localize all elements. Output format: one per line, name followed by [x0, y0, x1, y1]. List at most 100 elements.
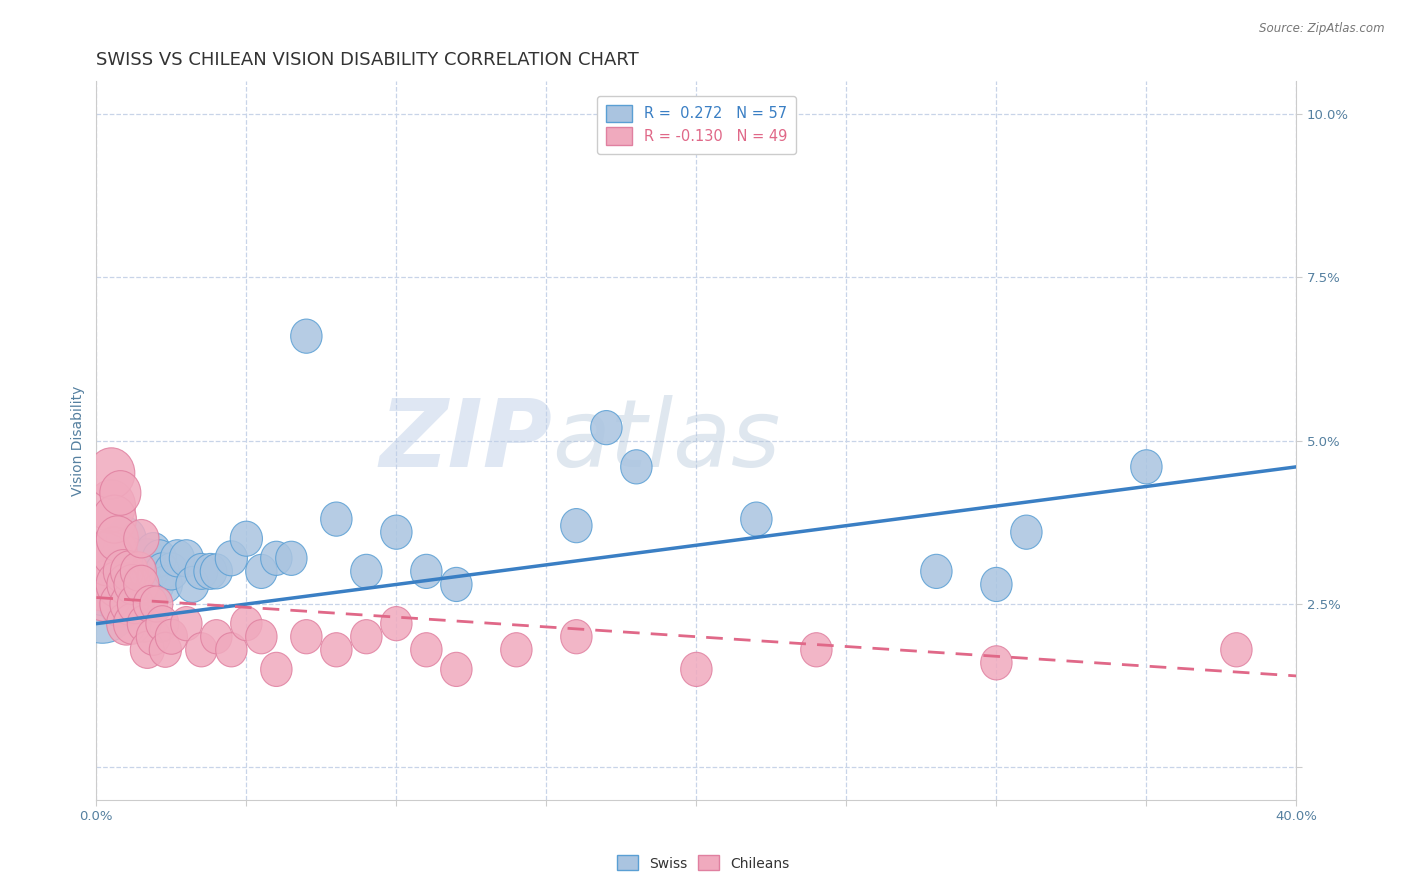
Ellipse shape: [186, 632, 217, 667]
Ellipse shape: [231, 607, 262, 640]
Ellipse shape: [155, 619, 187, 654]
Ellipse shape: [122, 551, 160, 591]
Ellipse shape: [155, 553, 188, 590]
Ellipse shape: [291, 319, 322, 353]
Ellipse shape: [139, 586, 173, 622]
Ellipse shape: [89, 533, 135, 584]
Ellipse shape: [129, 539, 166, 578]
Ellipse shape: [145, 553, 180, 590]
Ellipse shape: [800, 632, 832, 667]
Ellipse shape: [350, 554, 382, 589]
Ellipse shape: [100, 471, 141, 516]
Ellipse shape: [76, 553, 135, 616]
Ellipse shape: [981, 646, 1012, 680]
Ellipse shape: [105, 582, 146, 626]
Ellipse shape: [103, 530, 143, 574]
Ellipse shape: [83, 543, 134, 599]
Ellipse shape: [83, 531, 134, 586]
Ellipse shape: [124, 566, 159, 604]
Ellipse shape: [114, 551, 152, 592]
Ellipse shape: [981, 567, 1012, 601]
Ellipse shape: [100, 582, 141, 626]
Ellipse shape: [87, 545, 135, 598]
Ellipse shape: [128, 605, 162, 642]
Ellipse shape: [124, 519, 159, 558]
Ellipse shape: [112, 570, 152, 612]
Ellipse shape: [131, 632, 165, 668]
Ellipse shape: [148, 566, 183, 603]
Ellipse shape: [215, 541, 247, 576]
Ellipse shape: [149, 632, 181, 667]
Ellipse shape: [66, 565, 138, 643]
Ellipse shape: [176, 566, 209, 602]
Ellipse shape: [107, 602, 146, 645]
Ellipse shape: [120, 551, 157, 592]
Ellipse shape: [97, 516, 138, 562]
Ellipse shape: [246, 554, 277, 589]
Ellipse shape: [142, 540, 176, 577]
Legend: Swiss, Chileans: Swiss, Chileans: [612, 850, 794, 876]
Ellipse shape: [110, 583, 149, 625]
Ellipse shape: [350, 620, 382, 654]
Ellipse shape: [411, 554, 441, 589]
Ellipse shape: [321, 632, 352, 667]
Ellipse shape: [107, 564, 146, 606]
Ellipse shape: [132, 552, 169, 591]
Text: SWISS VS CHILEAN VISION DISABILITY CORRELATION CHART: SWISS VS CHILEAN VISION DISABILITY CORRE…: [97, 51, 640, 69]
Ellipse shape: [117, 583, 155, 624]
Y-axis label: Vision Disability: Vision Disability: [72, 385, 86, 496]
Text: Source: ZipAtlas.com: Source: ZipAtlas.com: [1260, 22, 1385, 36]
Ellipse shape: [160, 540, 194, 577]
Ellipse shape: [246, 620, 277, 654]
Ellipse shape: [169, 540, 204, 577]
Ellipse shape: [1011, 515, 1042, 549]
Ellipse shape: [321, 502, 352, 536]
Ellipse shape: [231, 521, 263, 557]
Ellipse shape: [96, 567, 139, 615]
Ellipse shape: [921, 554, 952, 589]
Ellipse shape: [139, 566, 174, 604]
Ellipse shape: [184, 553, 218, 590]
Ellipse shape: [260, 652, 292, 687]
Ellipse shape: [411, 632, 441, 667]
Ellipse shape: [121, 552, 156, 591]
Ellipse shape: [440, 567, 472, 601]
Ellipse shape: [96, 561, 139, 607]
Ellipse shape: [103, 562, 143, 607]
Ellipse shape: [107, 517, 146, 560]
Ellipse shape: [93, 495, 136, 543]
Ellipse shape: [93, 528, 136, 576]
Ellipse shape: [381, 607, 412, 640]
Text: ZIP: ZIP: [380, 394, 553, 487]
Ellipse shape: [146, 606, 179, 641]
Ellipse shape: [501, 632, 531, 667]
Ellipse shape: [66, 533, 138, 611]
Ellipse shape: [91, 527, 138, 576]
Ellipse shape: [215, 632, 247, 667]
Ellipse shape: [110, 563, 149, 606]
Ellipse shape: [1130, 450, 1163, 484]
Ellipse shape: [194, 553, 226, 590]
Ellipse shape: [100, 549, 142, 594]
Ellipse shape: [620, 450, 652, 484]
Ellipse shape: [77, 560, 134, 622]
Ellipse shape: [98, 581, 142, 627]
Ellipse shape: [291, 620, 322, 654]
Ellipse shape: [110, 537, 149, 580]
Ellipse shape: [561, 620, 592, 654]
Ellipse shape: [170, 607, 202, 640]
Ellipse shape: [127, 565, 163, 605]
Ellipse shape: [276, 541, 307, 575]
Ellipse shape: [111, 551, 148, 592]
Ellipse shape: [117, 584, 153, 624]
Ellipse shape: [89, 448, 135, 499]
Ellipse shape: [87, 480, 135, 533]
Ellipse shape: [561, 508, 592, 542]
Ellipse shape: [114, 565, 150, 605]
Ellipse shape: [114, 603, 152, 644]
Text: atlas: atlas: [553, 395, 780, 486]
Ellipse shape: [134, 585, 167, 623]
Ellipse shape: [91, 559, 138, 609]
Ellipse shape: [1220, 632, 1253, 667]
Ellipse shape: [96, 541, 139, 588]
